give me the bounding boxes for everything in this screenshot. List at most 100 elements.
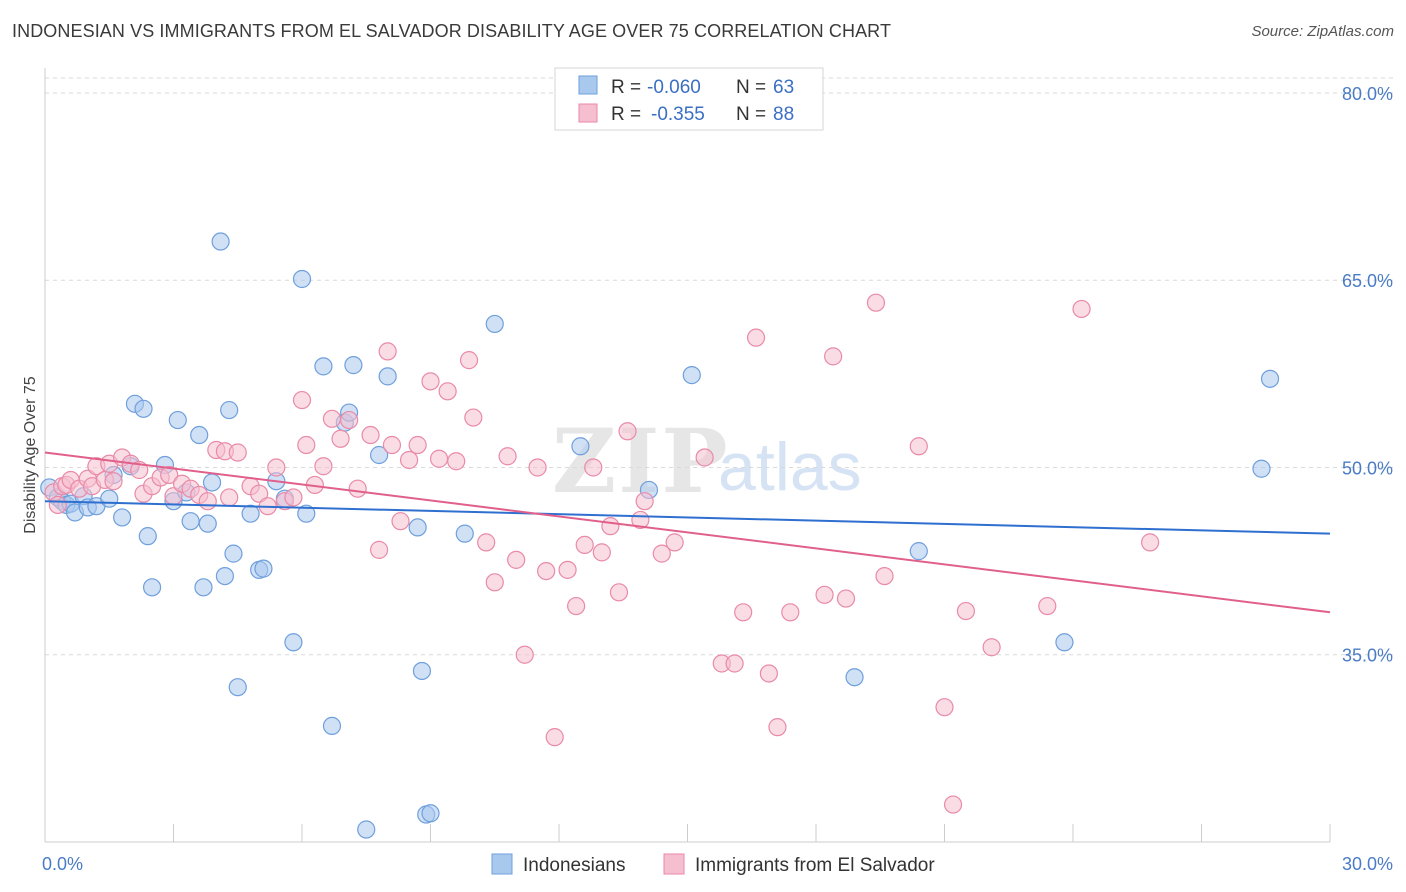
point-indonesians-36 [284,633,303,652]
legend-r-value-2: -0.355 [651,104,705,125]
point-indonesians-19 [168,410,187,430]
point-indonesians-47 [408,518,427,537]
point-el-salvador-38 [322,409,342,428]
point-indonesians-31 [241,504,260,523]
x-tick-label-1: 30.0% [1342,854,1393,874]
point-el-salvador-33 [284,488,303,507]
point-indonesians-29 [224,544,243,563]
point-indonesians-43 [344,356,363,375]
point-el-salvador-50 [429,449,449,468]
point-indonesians-46 [378,367,397,386]
point-el-salvador-55 [477,533,496,552]
point-indonesians-39 [314,357,333,376]
stats-legend: R = -0.060 N = 63 R = -0.355 N = 88 [554,67,824,131]
point-el-salvador-37 [314,457,333,476]
point-indonesians-26 [211,232,230,251]
legend-r-label-1: R = [611,77,641,98]
point-el-salvador-40 [340,410,359,430]
point-el-salvador-61 [537,561,556,581]
point-el-salvador-54 [464,408,483,427]
point-el-salvador-26 [220,488,239,507]
point-el-salvador-62 [545,728,564,747]
point-indonesians-57 [909,542,928,561]
point-el-salvador-44 [378,342,397,361]
point-el-salvador-79 [746,328,766,347]
point-el-salvador-94 [1072,299,1091,319]
y-tick-label-2: 65.0% [1342,271,1393,291]
point-el-salvador-74 [665,533,684,552]
series-indonesians-points [40,232,1280,839]
y-tick-label-1: 50.0% [1342,458,1393,478]
point-el-salvador-86 [866,293,886,312]
point-el-salvador-92 [982,638,1001,657]
point-el-salvador-46 [391,512,410,531]
point-el-salvador-72 [635,492,654,511]
point-indonesians-52 [485,314,504,334]
point-el-salvador-31 [267,458,286,477]
point-indonesians-11 [112,508,132,527]
point-el-salvador-75 [695,448,714,467]
point-el-salvador-58 [507,550,526,569]
point-el-salvador-43 [370,540,389,559]
point-el-salvador-57 [498,447,517,466]
point-indonesians-45 [370,445,389,465]
point-el-salvador-63 [558,560,577,579]
point-el-salvador-49 [421,372,440,391]
legend-n-value-1: 63 [773,77,794,98]
trend-line-el-salvador [44,451,1331,614]
point-el-salvador-80 [759,664,778,683]
series-legend-label-el-salvador: Immigrants from El Salvador [695,855,935,876]
y-tick-labels: 35.0% 50.0% 65.0% 80.0% [1342,84,1393,666]
point-el-salvador-84 [824,347,843,366]
chart-title: INDONESIAN VS IMMIGRANTS FROM EL SALVADO… [12,21,892,41]
point-el-salvador-60 [528,458,547,477]
legend-r-label-2: R = [611,104,641,125]
point-el-salvador-88 [909,437,928,456]
point-indonesians-30 [228,678,247,697]
point-el-salvador-41 [348,479,367,498]
point-el-salvador-77 [725,654,744,673]
point-el-salvador-34 [292,390,312,410]
point-el-salvador-93 [1038,596,1057,616]
point-indonesians-58 [1055,633,1074,652]
point-el-salvador-42 [361,425,380,445]
point-indonesians-27 [215,566,234,586]
point-indonesians-53 [571,437,590,456]
series-legend: Indonesians Immigrants from El Salvador [491,853,935,876]
point-el-salvador-91 [956,601,976,621]
point-el-salvador-47 [399,450,419,470]
point-indonesians-37 [292,269,312,289]
point-el-salvador-90 [943,795,963,814]
trend-line-indonesians [44,500,1331,535]
point-el-salvador-69 [609,583,629,602]
point-el-salvador-27 [228,443,247,462]
point-el-salvador-89 [935,698,954,717]
point-el-salvador-65 [575,535,594,554]
point-el-salvador-67 [592,543,611,562]
point-el-salvador-95 [1140,533,1160,552]
point-indonesians-38 [297,504,316,523]
point-indonesians-23 [194,578,213,597]
point-el-salvador-23 [198,492,217,511]
point-indonesians-28 [220,400,239,420]
legend-swatch-indonesians [578,75,598,95]
point-indonesians-9 [100,489,119,508]
x-tick-label-0: 0.0% [42,854,83,874]
point-indonesians-59 [1252,459,1271,478]
point-el-salvador-82 [781,603,800,622]
point-el-salvador-53 [459,351,479,370]
grid-lines [45,77,1393,656]
point-el-salvador-68 [601,517,620,536]
point-el-salvador-39 [331,429,350,448]
point-el-salvador-1 [48,495,67,515]
point-el-salvador-78 [734,603,753,622]
legend-swatch-el-salvador [578,103,598,123]
point-indonesians-15 [138,527,157,546]
point-indonesians-51 [455,524,474,543]
y-tick-label-3: 80.0% [1342,84,1393,104]
point-indonesians-21 [181,512,200,531]
point-indonesians-48 [412,661,432,681]
point-indonesians-16 [142,578,162,597]
y-tick-label-0: 35.0% [1342,646,1393,666]
